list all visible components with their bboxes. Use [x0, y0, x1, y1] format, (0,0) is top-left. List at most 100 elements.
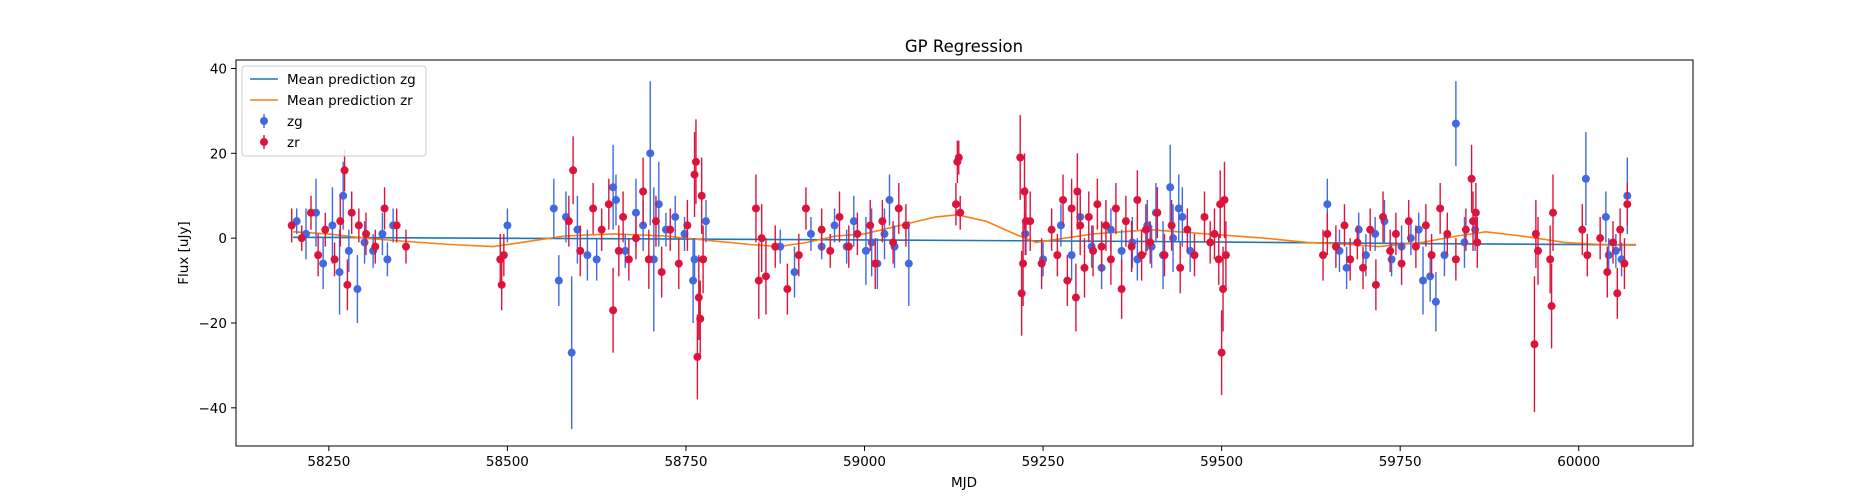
data-point	[1137, 251, 1146, 260]
data-point	[335, 268, 344, 277]
data-point	[1146, 238, 1155, 247]
data-point	[1219, 285, 1228, 294]
data-point	[1604, 251, 1613, 260]
plot-frame	[235, 59, 1694, 447]
legend-entry: Mean prediction zg	[250, 72, 416, 88]
data-point	[751, 204, 760, 213]
data-point	[297, 234, 306, 243]
data-point	[631, 234, 640, 243]
x-tick-label: 59750	[1379, 454, 1422, 470]
data-point	[1620, 259, 1629, 268]
data-point	[1611, 246, 1620, 255]
y-axis-label: Flux [uJy]	[176, 221, 192, 284]
data-point	[1141, 225, 1150, 234]
data-point	[361, 229, 370, 238]
data-point	[794, 251, 803, 260]
x-tick-label: 58750	[664, 454, 707, 470]
data-point	[1214, 255, 1223, 264]
legend-marker-swatch	[260, 138, 268, 146]
data-point	[1440, 251, 1449, 260]
data-point	[1073, 187, 1082, 196]
data-point	[573, 225, 582, 234]
data-point	[1596, 234, 1605, 243]
x-tick-label: 59000	[843, 454, 886, 470]
y-axis-ticks: −40 −20 0 20 40	[199, 61, 236, 417]
y-tick-label: 0	[218, 231, 227, 247]
data-point	[1178, 212, 1187, 221]
data-marks	[287, 81, 1636, 430]
data-point	[1361, 251, 1370, 260]
data-point	[644, 255, 653, 264]
data-point	[344, 246, 353, 255]
data-point	[611, 195, 620, 204]
data-point	[1460, 238, 1469, 247]
x-tick-label: 59250	[1022, 454, 1065, 470]
data-point	[621, 246, 630, 255]
data-point	[871, 259, 880, 268]
data-point	[353, 285, 362, 294]
data-point	[319, 259, 328, 268]
data-point	[956, 208, 965, 217]
data-point	[1133, 195, 1142, 204]
data-point	[583, 251, 592, 260]
data-point	[885, 195, 894, 204]
data-point	[646, 149, 655, 158]
data-point	[1117, 246, 1126, 255]
data-point	[699, 255, 708, 264]
data-point	[1206, 238, 1215, 247]
chart-title: GP Regression	[905, 37, 1023, 56]
data-point	[1183, 225, 1192, 234]
data-point	[569, 166, 578, 175]
data-point	[954, 153, 963, 162]
data-point	[1117, 285, 1126, 294]
data-point	[1020, 187, 1029, 196]
data-point	[306, 208, 315, 217]
data-point	[1047, 225, 1056, 234]
data-point	[567, 348, 576, 357]
data-point	[754, 276, 763, 285]
data-point	[401, 242, 410, 251]
data-point	[1016, 153, 1025, 162]
data-point	[690, 170, 699, 179]
data-point	[683, 221, 692, 230]
data-point	[904, 259, 913, 268]
data-point	[867, 238, 876, 247]
data-point	[1127, 242, 1136, 251]
x-axis-label: MJD	[951, 475, 977, 491]
data-point	[1451, 119, 1460, 128]
data-point	[1353, 238, 1362, 247]
data-point	[1019, 259, 1028, 268]
data-point	[1190, 251, 1199, 260]
series-zr	[287, 115, 1632, 413]
data-point	[1093, 200, 1102, 209]
data-point	[1549, 208, 1558, 217]
data-point	[609, 306, 618, 315]
x-tick-label: 58250	[307, 454, 350, 470]
plot-area	[287, 81, 1636, 430]
data-point	[503, 221, 512, 230]
data-point	[1067, 251, 1076, 260]
data-point	[680, 229, 689, 238]
data-point	[1469, 217, 1478, 226]
data-point	[360, 238, 369, 247]
data-point	[1359, 263, 1368, 272]
data-point	[619, 212, 628, 221]
data-point	[1581, 174, 1590, 183]
data-point	[1379, 212, 1388, 221]
data-point	[790, 268, 799, 277]
data-point	[1414, 225, 1423, 234]
data-point	[1387, 255, 1396, 264]
data-point	[1037, 259, 1046, 268]
data-point	[1603, 268, 1612, 277]
data-point	[761, 272, 770, 281]
data-point	[497, 280, 506, 289]
data-point	[1467, 174, 1476, 183]
data-point	[894, 204, 903, 213]
legend-label: zr	[287, 135, 300, 151]
legend-entry: zg	[260, 114, 303, 130]
data-point	[654, 200, 663, 209]
data-point	[666, 225, 675, 234]
legend-label: Mean prediction zg	[287, 72, 416, 88]
data-point	[1053, 251, 1062, 260]
